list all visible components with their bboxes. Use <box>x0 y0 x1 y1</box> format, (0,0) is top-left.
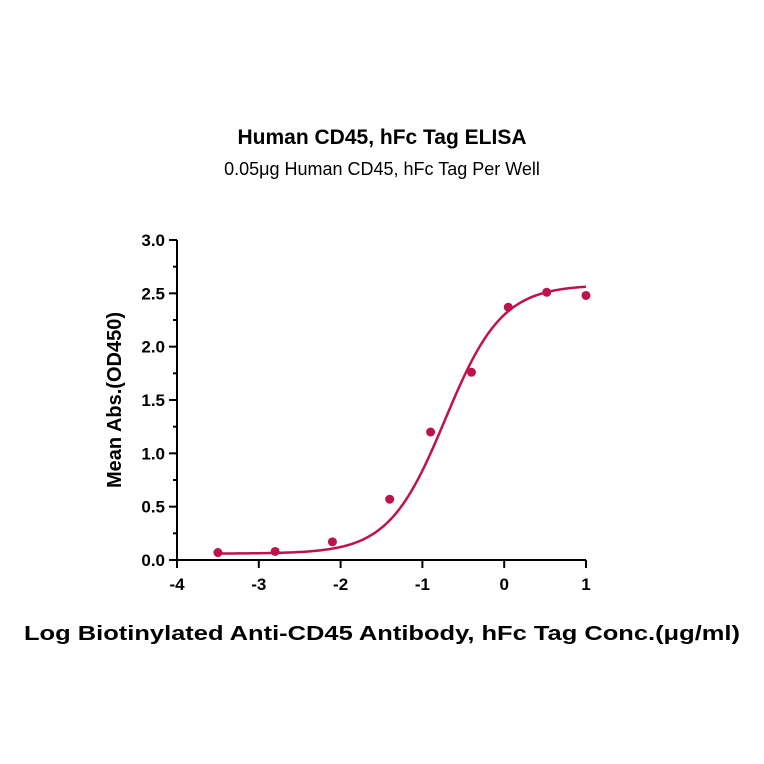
y-tick-label: 1.5 <box>141 391 165 410</box>
y-tick-label: 2.5 <box>141 284 165 303</box>
y-tick-label: 0.0 <box>141 551 165 570</box>
data-points-layer <box>213 287 591 558</box>
data-point <box>213 548 223 558</box>
data-point <box>426 427 436 437</box>
data-point <box>466 367 476 377</box>
fit-curve <box>217 285 587 555</box>
y-tick-label: 2.0 <box>141 338 165 357</box>
chart-subtitle: 0.05μg Human CD45, hFc Tag Per Well <box>224 159 540 179</box>
y-tick-label: 1.0 <box>141 444 165 463</box>
x-tick-label: -2 <box>333 575 348 594</box>
x-tick-label: -3 <box>251 575 266 594</box>
x-axis-title: Log Biotinylated Anti-CD45 Antibody, hFc… <box>24 623 740 645</box>
data-point <box>327 537 337 547</box>
x-tick-label: -1 <box>415 575 430 594</box>
x-tick-label: 0 <box>499 575 508 594</box>
axes: 0.0 0.5 1.0 1.5 2.0 2.5 3.0 -4 -3 -2 -1 0 1 <box>141 231 590 594</box>
x-tick-label: -4 <box>169 575 185 594</box>
data-point <box>503 302 513 312</box>
y-tick-label: 3.0 <box>141 231 165 250</box>
data-point <box>581 290 591 300</box>
x-tick-label: 1 <box>581 575 590 594</box>
data-point <box>542 287 552 297</box>
y-tick-label: 0.5 <box>141 498 165 517</box>
fit-curve-layer <box>217 285 587 555</box>
data-point <box>385 494 395 504</box>
chart-title: Human CD45, hFc Tag ELISA <box>237 126 527 149</box>
data-point <box>270 546 280 556</box>
y-axis-title: Mean Abs.(OD450) <box>104 312 126 488</box>
